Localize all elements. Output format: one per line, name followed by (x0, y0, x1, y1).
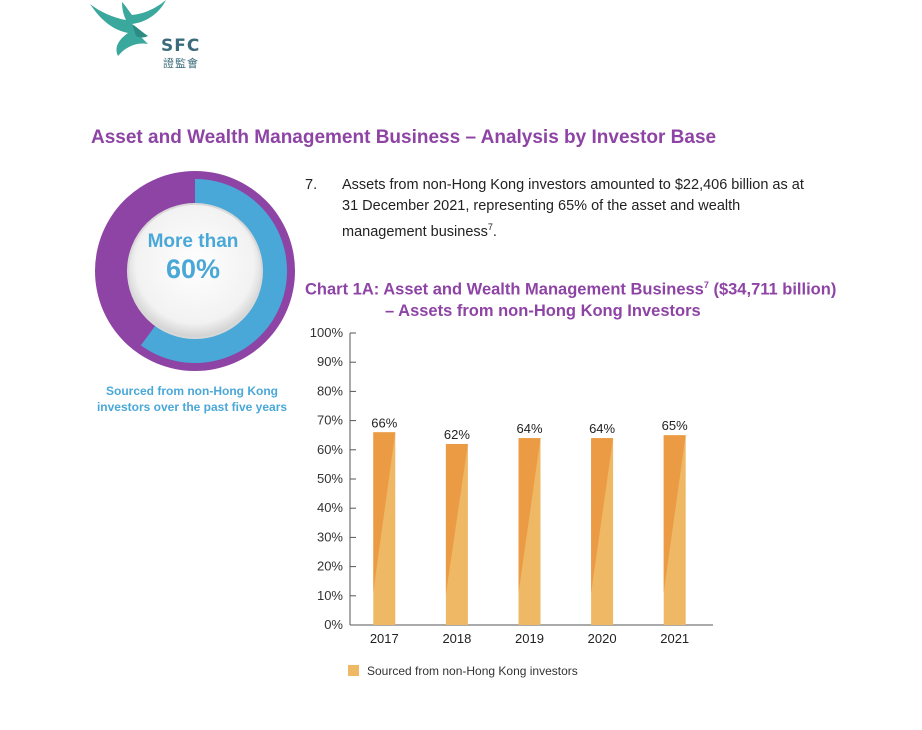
paragraph-body: Assets from non-Hong Kong investors amou… (342, 177, 804, 240)
legend-swatch (348, 665, 359, 676)
paragraph-text: Assets from non-Hong Kong investors amou… (342, 175, 822, 243)
donut-center-disc (127, 203, 263, 339)
y-tick-label: 30% (317, 529, 343, 544)
caption-line1: Sourced from non-Hong Kong (106, 384, 278, 398)
y-tick-label: 60% (317, 442, 343, 457)
paragraph-number: 7. (305, 177, 318, 193)
y-tick-label: 80% (317, 383, 343, 398)
chart-title: Chart 1A: Asset and Wealth Management Bu… (305, 275, 885, 322)
donut-graphic (95, 171, 295, 371)
bar-accent (591, 438, 614, 594)
data-label: 64% (516, 421, 542, 436)
donut-blue-arc (140, 179, 287, 363)
data-label: 66% (371, 415, 397, 430)
y-tick-label: 50% (317, 471, 343, 486)
chart-legend: Sourced from non-Hong Kong investors (348, 664, 578, 678)
y-tick-label: 100% (310, 325, 344, 340)
chart-title-footnote: 7 (703, 280, 709, 290)
donut-center-label: More than 60% (126, 230, 260, 284)
eagle-icon (90, 0, 166, 56)
chart-title-line2: – Assets from non-Hong Kong Investors (385, 301, 701, 320)
x-tick-label: 2019 (515, 631, 544, 646)
donut-line2: 60% (165, 254, 221, 284)
x-tick-label: 2017 (370, 631, 399, 646)
chart-title-line1-prefix: Chart 1A: Asset and Wealth Management Bu… (305, 280, 704, 299)
y-tick-label: 10% (317, 588, 343, 603)
donut-line1: More than (147, 231, 239, 252)
logo-subtext: 證監會 (163, 57, 199, 70)
bar-chart: 0% 10% 20% 30% 40% 50% 60% 70% 80% 90% 100% 66% 2017… (310, 325, 713, 646)
y-tick-label: 90% (317, 354, 343, 369)
sfc-logo: SFC 證監會 (88, 0, 218, 72)
paragraph-end: . (492, 223, 497, 240)
x-tick-label: 2021 (660, 631, 689, 646)
y-tick-label: 0% (324, 617, 343, 632)
data-label: 64% (589, 421, 615, 436)
donut-caption: Sourced from non-Hong Kong investors ove… (76, 383, 308, 415)
y-tick-label: 20% (317, 559, 343, 574)
section-title: Asset and Wealth Management Business – A… (91, 127, 717, 148)
y-tick-label: 40% (317, 500, 343, 515)
data-label: 62% (444, 427, 470, 442)
chart-title-line1-suffix: ($34,711 billion) (708, 280, 837, 299)
x-tick-label: 2018 (442, 631, 471, 646)
y-tick-label: 70% (317, 413, 343, 428)
x-tick-label: 2020 (588, 631, 617, 646)
paragraph-footnote: 7 (487, 222, 493, 232)
data-label: 65% (662, 418, 688, 433)
caption-line2: investors over the past five years (96, 400, 288, 414)
bar-accent (373, 432, 396, 593)
legend-label: Sourced from non-Hong Kong investors (367, 664, 578, 678)
logo-text: SFC (161, 36, 201, 56)
